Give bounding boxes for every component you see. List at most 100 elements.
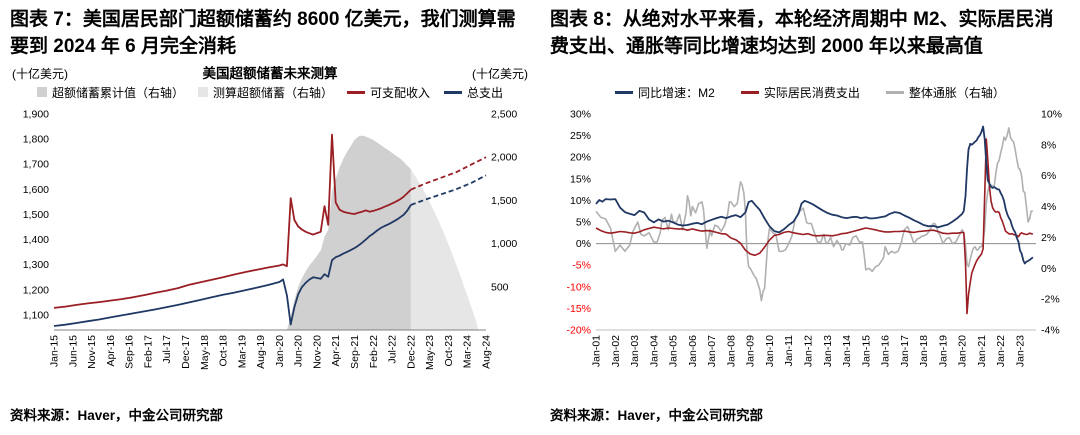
x-tick-label: Jan-18 — [918, 335, 930, 367]
legend-line-swatch — [347, 90, 365, 94]
y-left-tick-label: 1,100 — [23, 309, 49, 321]
x-tick-label: May-23 — [424, 335, 436, 370]
x-tick-label: Jan-06 — [687, 335, 699, 367]
x-tick-label: Sep-16 — [124, 335, 136, 369]
x-tick-label: Mar-19 — [236, 335, 248, 368]
disposable-income-forecast-line — [410, 156, 487, 191]
x-tick-label: Oct-18 — [218, 335, 230, 367]
legend-label: 整体通胀（右轴） — [908, 85, 1005, 100]
x-tick-label: Jan-04 — [648, 335, 660, 367]
x-tick-label: Aug-19 — [255, 335, 267, 369]
legend-line-swatch — [444, 90, 463, 94]
y-left-tick-label: 20% — [570, 152, 591, 164]
x-tick-label: Apr-21 — [330, 335, 342, 367]
us-excess-savings-chart: 1,900 1,800 1,700 1,600 1,500 1,400 1,300 1,200… — [23, 109, 518, 371]
y-left-tick-label: 1,600 — [23, 184, 49, 196]
x-tick-label: Sep-21 — [349, 335, 361, 369]
x-tick-label: Jul-17 — [161, 335, 173, 364]
y-left-tick-label: -15% — [566, 303, 591, 315]
projected-excess-savings-area — [410, 169, 479, 330]
y-right-tick-label: 1,000 — [491, 238, 517, 250]
x-tick-label: Jan-21 — [976, 335, 988, 367]
x-tick-label: Feb-17 — [142, 335, 154, 368]
chart-head: (十亿美元) 美国超额储蓄未来测算 (十亿美元) — [10, 62, 530, 82]
y-right-tick-label: 4% — [1041, 201, 1056, 213]
y-left-tick-label: 5% — [576, 217, 591, 229]
x-tick-label: Dec-17 — [180, 335, 192, 369]
legend-line-swatch — [885, 90, 904, 94]
x-tick-label: Jan-20 — [957, 335, 969, 367]
x-tick-label: Jan-15 — [49, 335, 61, 367]
x-tick-label: Mar-24 — [462, 335, 474, 368]
x-tick-label: Jan-15 — [860, 335, 872, 367]
y-left-tick-label: 1,400 — [23, 234, 49, 246]
y-right-tick-label: 8% — [1041, 139, 1056, 151]
legend-area-swatch — [197, 87, 208, 97]
y-right-tick-label: 500 — [491, 281, 509, 293]
x-tick-label: Dec-22 — [405, 335, 417, 369]
legend-label: 实际居民消费支出 — [763, 85, 860, 100]
figure-7-source-note: 资料来源：Haver，中金公司研究部 — [10, 408, 224, 423]
y-left-tick-label: 1,200 — [23, 284, 49, 296]
total-spending-forecast-line — [410, 174, 487, 206]
x-tick-label: Jan-14 — [841, 335, 853, 367]
x-tick-label: Jan-01 — [591, 335, 603, 367]
x-tick-label: Nov-15 — [86, 335, 98, 369]
legend-item: 超额储蓄累计值（右轴） — [36, 84, 184, 101]
x-tick-label: Jan-09 — [745, 335, 757, 367]
y-right-tick-label: 2% — [1041, 232, 1056, 244]
x-tick-label: May-18 — [199, 335, 211, 370]
x-tick-label: Jan-03 — [629, 335, 641, 367]
figure-7-panel: 图表 7：美国居民部门超额储蓄约 8600 亿美元，我们测算需要到 2024 年… — [10, 9, 530, 423]
legend-area-swatch — [36, 87, 47, 97]
disposable-income-line — [53, 133, 412, 309]
legend-item: 可支配收入 — [347, 84, 430, 101]
x-tick-label: Jan-11 — [783, 335, 795, 366]
x-tick-label: Oct-23 — [443, 335, 455, 367]
figure-8-panel: 图表 8：从绝对水平来看，本轮经济周期中 M2、实际居民消费支出、通胀等同比增速… — [540, 0, 1080, 435]
x-tick-label: Jan-17 — [899, 335, 911, 367]
x-tick-label: Jan-10 — [764, 335, 776, 367]
y-right-tick-label: 0% — [1041, 263, 1056, 275]
x-tick-label: Jan-22 — [995, 335, 1007, 367]
y-left-tick-label: 1,500 — [23, 209, 49, 221]
left-axis-unit-label: (十亿美元) — [12, 67, 68, 81]
x-tick-label: Jan-13 — [822, 335, 834, 367]
legend-item: 整体通胀（右轴） — [885, 84, 1005, 101]
x-tick-label: Jan-19 — [937, 335, 949, 367]
y-right-tick-label: -2% — [1041, 294, 1060, 306]
legend-label: 测算超额储蓄（右轴） — [212, 85, 333, 100]
y-right-tick-label: 10% — [1041, 109, 1062, 121]
x-tick-label: Jan-05 — [668, 335, 680, 367]
y-left-tick-label: 10% — [570, 195, 591, 207]
y-left-tick-label: -5% — [572, 260, 591, 272]
y-right-tick-label: -4% — [1041, 325, 1060, 337]
x-tick-label: Feb-22 — [368, 335, 380, 368]
x-tick-label: Jan-20 — [274, 335, 286, 367]
y-left-tick-label: 15% — [570, 173, 591, 185]
legend-label: 可支配收入 — [370, 85, 431, 100]
figure-8-source-note: 资料来源：Haver，中金公司研究部 — [550, 408, 764, 423]
legend-label: 同比增速：M2 — [638, 85, 715, 100]
y-left-tick-label: 1,300 — [23, 259, 49, 271]
legend-item: 测算超额储蓄（右轴） — [197, 84, 333, 101]
x-tick-label: Jun-20 — [293, 335, 305, 367]
x-tick-label: Nov-20 — [312, 335, 324, 369]
x-tick-label: Jan-23 — [1015, 335, 1027, 367]
legend-line-swatch — [740, 90, 759, 94]
right-axis-unit-label: (十亿美元) — [472, 67, 528, 81]
excess-savings-chart-legend: 超额储蓄累计值（右轴） 测算超额储蓄（右轴） 可支配收入 总支出 — [10, 82, 530, 102]
cumulative-excess-savings-area — [286, 135, 411, 330]
legend-line-swatch — [615, 90, 634, 94]
x-tick-label: Jan-07 — [706, 335, 718, 367]
y-right-tick-label: 2,500 — [491, 109, 517, 121]
x-tick-label: Jan-08 — [725, 335, 737, 367]
total-spending-line — [53, 204, 412, 327]
x-tick-label: Jan-02 — [610, 335, 622, 367]
y-left-tick-label: 25% — [570, 130, 591, 142]
y-right-tick-label: 6% — [1041, 170, 1056, 182]
legend-label: 超额储蓄累计值（右轴） — [51, 85, 184, 100]
yoy-growth-chart-legend: 同比增速：M2 实际居民消费支出 整体通胀（右轴） — [550, 82, 1070, 102]
real-pce-yoy-line — [595, 138, 1034, 315]
figure-8-title: 图表 8：从绝对水平来看，本轮经济周期中 M2、实际居民消费支出、通胀等同比增速… — [550, 9, 1054, 57]
